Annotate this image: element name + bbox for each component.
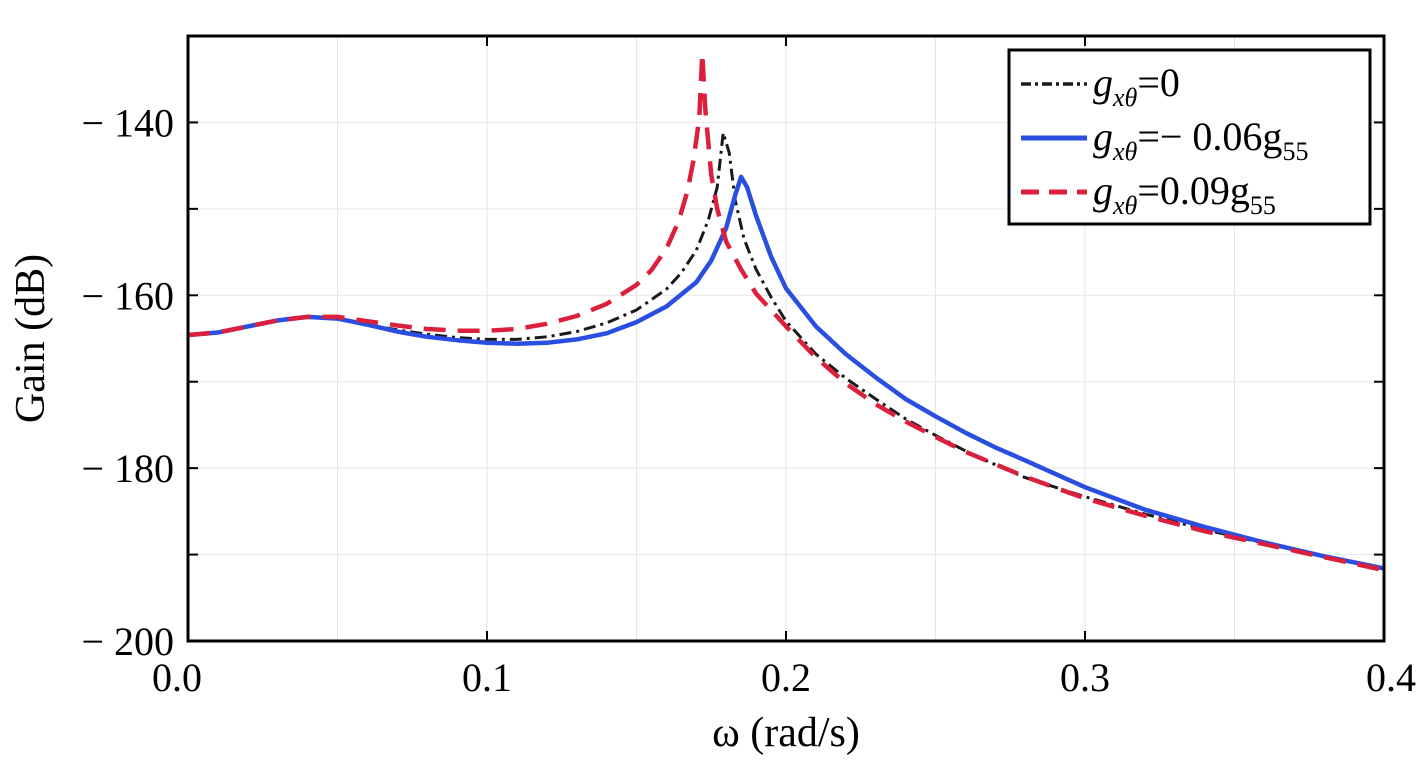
legend-label-1: gxθ=− 0.06g55: [1093, 114, 1308, 166]
y-tick-label-0: − 140: [81, 100, 174, 145]
y-axis-label: Gain (dB): [8, 254, 54, 423]
x-axis-label: ω (rad/s): [712, 710, 860, 756]
x-tick-label-4: 0.4: [1366, 655, 1416, 700]
x-tick-label-1: 0.1: [462, 655, 512, 700]
series-line-2: [188, 51, 1384, 573]
legend-label-2: gxθ=0.09g55: [1093, 168, 1276, 220]
x-tick-label-0: 0.0: [152, 655, 202, 700]
ticks: 0.0 0.1 0.2 0.3 0.4 − 140 − 160 − 180 − 200: [81, 36, 1416, 700]
x-tick-label-2: 0.2: [761, 655, 811, 700]
plot-frame: [186, 34, 1386, 643]
y-tick-label-1: − 160: [81, 273, 174, 318]
y-tick-label-3: − 200: [81, 619, 174, 664]
x-tick-label-3: 0.3: [1060, 655, 1110, 700]
legend-label-0: gxθ=0: [1093, 60, 1180, 112]
y-tick-label-2: − 180: [81, 446, 174, 491]
series-layer: [188, 51, 1384, 573]
series-line-1: [188, 174, 1384, 571]
